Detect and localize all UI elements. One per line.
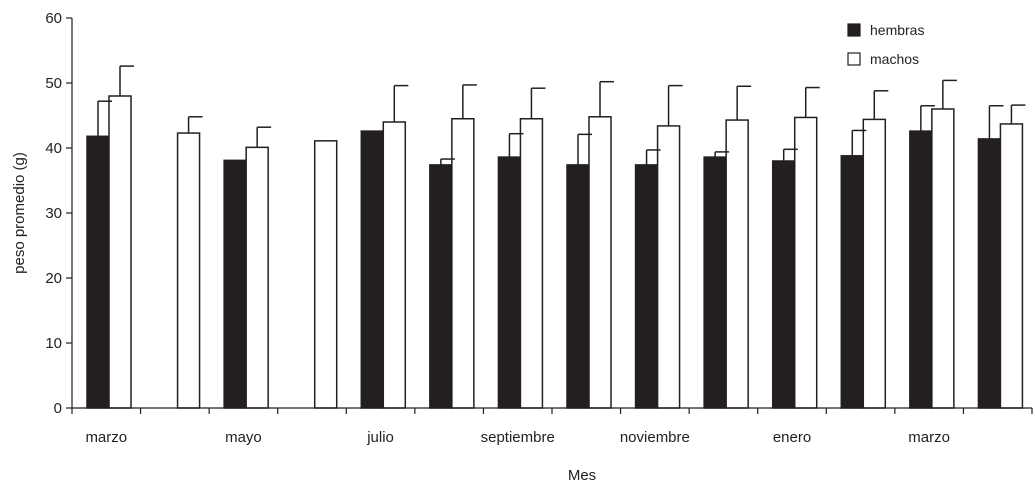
legend-label-hembras: hembras (870, 22, 924, 38)
bar-machos-3 (245, 146, 269, 409)
error-bars-layer (97, 65, 1026, 165)
bar-hembras-14 (977, 138, 1002, 409)
x-tick-label-marzo-1: marzo (85, 429, 127, 446)
x-tick-label-marzo-7: marzo (908, 429, 950, 446)
bar-hembras-5 (360, 130, 385, 409)
bar-machos-10 (725, 119, 749, 409)
x-tick-label-enero-6: enero (773, 429, 811, 446)
bar-hembras-3 (223, 159, 247, 409)
bar-hembras-10 (703, 156, 727, 409)
bar-hembras-12 (840, 155, 865, 409)
y-tick-label-50: 50 (45, 75, 62, 92)
bar-hembras-1 (86, 135, 110, 409)
legend-swatch-hembras (847, 23, 861, 37)
bars-layer (86, 95, 1024, 409)
bar-machos-1 (108, 95, 132, 409)
legend-label-machos: machos (870, 51, 919, 67)
bar-machos-9 (656, 125, 681, 409)
x-axis-title: Mes (568, 467, 596, 484)
axes-layer: 0 10 20 30 40 50 60 marzo mayo julio septiembre nov… (45, 10, 1033, 446)
bar-machos-11 (793, 116, 818, 409)
bar-machos-8 (588, 116, 612, 409)
x-tick-label-septiembre-4: septiembre (481, 429, 555, 446)
bar-hembras-8 (566, 164, 590, 409)
legend: hembras machos (847, 22, 924, 67)
y-tick-label-20: 20 (45, 270, 62, 287)
bar-hembras-6 (429, 164, 453, 409)
y-tick-label-10: 10 (45, 335, 62, 352)
bar-hembras-11 (771, 160, 796, 409)
x-tick-label-julio-3: julio (366, 429, 394, 446)
bar-hembras-13 (909, 130, 933, 409)
bar-machos-4 (313, 140, 338, 409)
bar-machos-7 (519, 118, 544, 409)
bar-machos-6 (451, 118, 475, 409)
x-tick-label-mayo-2: mayo (225, 429, 262, 446)
bar-hembras-7 (497, 156, 522, 409)
bar-hembras-9 (634, 164, 659, 409)
y-tick-label-30: 30 (45, 205, 62, 222)
bar-machos-14 (999, 123, 1024, 409)
y-tick-label-60: 60 (45, 10, 62, 27)
bar-machos-12 (862, 118, 887, 409)
legend-swatch-machos (847, 52, 861, 66)
bar-machos-13 (931, 108, 955, 409)
bar-machos-2 (176, 132, 201, 409)
bar-machos-5 (382, 121, 407, 409)
y-tick-label-40: 40 (45, 140, 62, 157)
y-tick-label-0: 0 (54, 400, 62, 417)
y-axis-title: peso promedio (g) (11, 152, 28, 274)
x-tick-label-noviembre-5: noviembre (620, 429, 690, 446)
